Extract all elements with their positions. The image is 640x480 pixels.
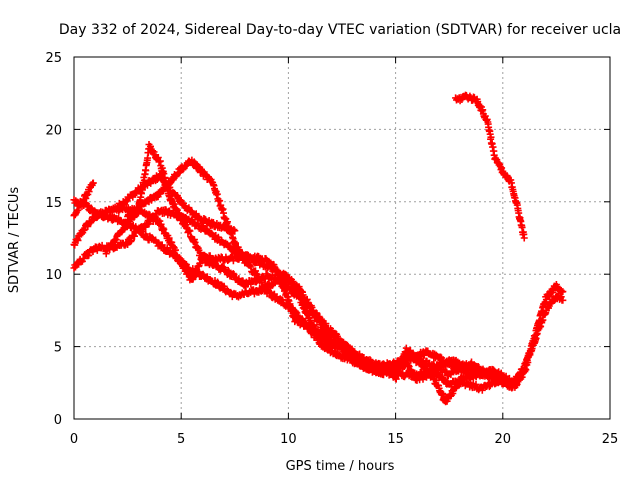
x-axis-label: GPS time / hours	[286, 459, 395, 474]
x-tick-label: 20	[495, 432, 512, 447]
data-point-markers	[102, 141, 507, 388]
y-axis: 0 5 10 15 20 25	[45, 51, 610, 428]
y-tick-label: 25	[45, 51, 62, 66]
x-axis: 0 5 10 15 20 25	[70, 57, 618, 447]
y-tick-label: 5	[54, 341, 62, 356]
x-tick-label: 15	[387, 432, 404, 447]
x-tick-label: 10	[280, 432, 297, 447]
data-point-markers	[452, 91, 528, 242]
x-tick-label: 25	[602, 432, 619, 447]
y-tick-label: 20	[45, 123, 62, 138]
y-tick-label: 10	[45, 268, 62, 283]
x-tick-label: 0	[70, 432, 78, 447]
series-track-7	[113, 203, 507, 406]
chart-title: Day 332 of 2024, Sidereal Day-to-day VTE…	[59, 22, 621, 38]
series-track-5	[102, 141, 507, 388]
plot-frame	[73, 56, 611, 420]
data-point-markers	[113, 203, 507, 406]
y-tick-label: 15	[45, 196, 62, 211]
x-tick-label: 5	[177, 432, 185, 447]
y-axis-label: SDTVAR / TECUs	[7, 187, 22, 294]
series-track-8	[452, 91, 528, 242]
data-points	[70, 91, 567, 406]
grid-lines	[74, 57, 610, 419]
y-tick-label: 0	[54, 413, 62, 428]
